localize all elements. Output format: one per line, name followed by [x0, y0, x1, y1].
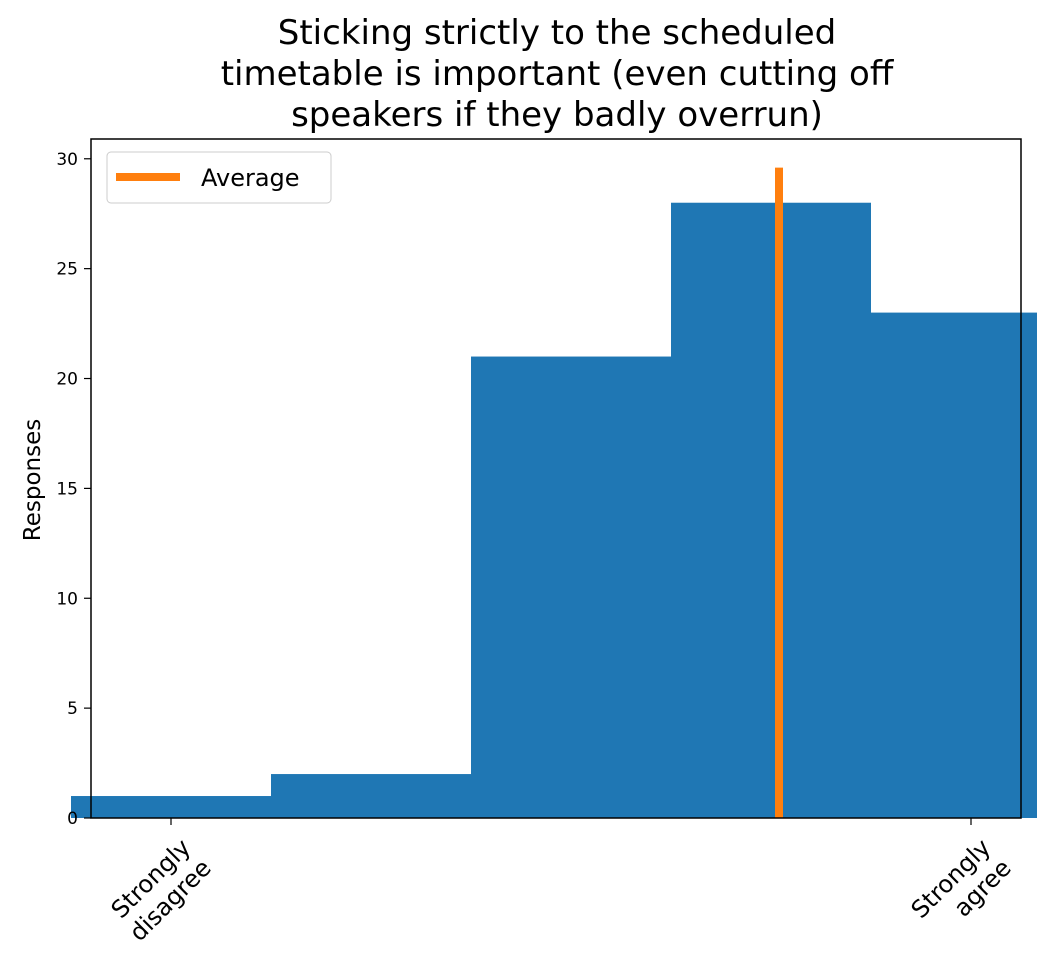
bar-2 [271, 774, 471, 818]
x-tick-label-1: Stronglydisagree [103, 833, 216, 946]
legend-box [106, 151, 332, 204]
chart-title: Sticking strictly to the scheduled timet… [221, 13, 895, 135]
bar-4 [671, 202, 871, 818]
y-tick-label-15: 15 [56, 479, 78, 499]
title-line-3: speakers if they badly overrun) [291, 95, 823, 135]
bar-1 [71, 796, 271, 818]
plot-frame [90, 138, 1022, 819]
y-tick-label-10: 10 [56, 589, 78, 609]
x-axis: Stronglydisagree Stronglyagree [103, 818, 1017, 947]
x-tick-label-2: Stronglyagree [906, 833, 1017, 944]
legend: Average [106, 151, 332, 204]
title-line-2: timetable is important (even cutting off [221, 54, 895, 94]
y-tick-label-0: 0 [67, 809, 78, 829]
y-axis-label: Responses [20, 419, 46, 541]
y-tick-label-30: 30 [56, 150, 78, 170]
bar-3 [471, 356, 671, 818]
y-axis: 0 5 10 15 20 25 30 [56, 150, 91, 829]
title-line-1: Sticking strictly to the scheduled [278, 13, 837, 53]
y-tick-label-20: 20 [56, 370, 78, 390]
legend-label-average: Average [201, 164, 300, 192]
bars-group [71, 202, 1037, 818]
y-tick-label-25: 25 [56, 260, 78, 280]
y-tick-label-5: 5 [67, 699, 78, 719]
bar-5 [871, 312, 1037, 818]
